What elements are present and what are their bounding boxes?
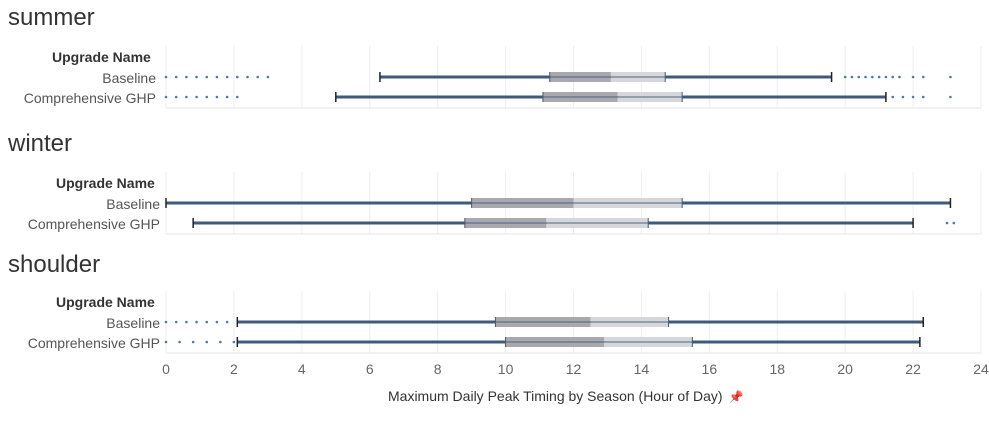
pin-icon[interactable]: 📌: [728, 390, 744, 404]
outlier-point: [225, 75, 229, 79]
outlier-point: [891, 95, 895, 99]
outlier-point: [921, 95, 925, 99]
outlier-point: [232, 340, 236, 344]
x-axis-title[interactable]: Maximum Daily Peak Timing by Season (Hou…: [388, 388, 744, 404]
outlier-point: [195, 75, 198, 79]
outlier-point: [215, 320, 219, 324]
outlier-point: [857, 75, 861, 79]
x-tick-label: 4: [298, 361, 306, 377]
outlier-point: [205, 340, 209, 344]
x-tick-label: 8: [434, 361, 442, 377]
panel-title-summer: summer: [8, 4, 95, 31]
outlier-point: [225, 320, 229, 324]
outlier-point: [195, 95, 198, 99]
outlier-point: [174, 320, 178, 324]
row-label-shoulder-baseline: Baseline: [106, 315, 160, 331]
panel-title-winter: winter: [8, 130, 73, 157]
row-header-summer: Upgrade Name: [52, 49, 151, 65]
outlier-point: [164, 95, 168, 99]
outlier-point: [850, 75, 854, 79]
x-tick-label: 18: [769, 361, 785, 377]
outlier-point: [219, 340, 222, 344]
outlier-point: [884, 75, 888, 79]
row-label-shoulder-ghp: Comprehensive GHP: [27, 335, 160, 351]
outlier-point: [164, 320, 168, 324]
outlier-point: [949, 95, 952, 99]
x-axis-title-text: Maximum Daily Peak Timing by Season (Hou…: [388, 388, 723, 404]
outlier-point: [877, 75, 881, 79]
row-header-winter: Upgrade Name: [56, 175, 155, 191]
outlier-point: [911, 95, 915, 99]
outlier-point: [871, 75, 874, 79]
outlier-point: [164, 75, 168, 79]
row-label-summer-ghp: Comprehensive GHP: [23, 90, 156, 106]
outlier-point: [945, 221, 949, 225]
x-tick-label: 16: [702, 361, 718, 377]
outlier-point: [195, 320, 198, 324]
outlier-point: [266, 75, 270, 79]
x-tick-label: 6: [366, 361, 374, 377]
outlier-point: [215, 75, 219, 79]
outlier-point: [891, 75, 895, 79]
outlier-point: [185, 320, 188, 324]
x-tick-label: 2: [230, 361, 238, 377]
x-tick-label: 20: [837, 361, 853, 377]
outlier-point: [256, 75, 259, 79]
outlier-point: [205, 75, 209, 79]
outlier-point: [164, 340, 168, 344]
outlier-point: [949, 75, 952, 79]
outlier-point: [952, 221, 956, 225]
outlier-point: [864, 75, 867, 79]
outlier-point: [898, 75, 901, 79]
outlier-point: [174, 75, 178, 79]
x-tick-label: 0: [162, 361, 170, 377]
row-label-winter-baseline: Baseline: [106, 196, 160, 212]
outlier-point: [843, 75, 847, 79]
row-label-summer-baseline: Baseline: [102, 70, 156, 86]
outlier-point: [185, 95, 188, 99]
outlier-point: [205, 320, 209, 324]
outlier-point: [236, 75, 239, 79]
outlier-point: [205, 95, 209, 99]
outlier-point: [178, 340, 181, 344]
outlier-point: [236, 95, 239, 99]
outlier-point: [921, 75, 925, 79]
row-header-shoulder: Upgrade Name: [56, 294, 155, 310]
x-tick-label: 10: [498, 361, 514, 377]
outlier-point: [246, 75, 249, 79]
x-tick-label: 12: [566, 361, 582, 377]
x-tick-label: 24: [973, 361, 989, 377]
panel-title-shoulder: shoulder: [8, 251, 101, 278]
outlier-point: [174, 95, 178, 99]
outlier-point: [901, 95, 905, 99]
outlier-point: [225, 95, 229, 99]
outlier-point: [215, 95, 219, 99]
x-tick-label: 22: [905, 361, 921, 377]
outlier-point: [185, 75, 188, 79]
row-label-winter-ghp: Comprehensive GHP: [27, 216, 160, 232]
outlier-point: [911, 75, 915, 79]
x-tick-label: 14: [634, 361, 650, 377]
outlier-point: [191, 340, 195, 344]
